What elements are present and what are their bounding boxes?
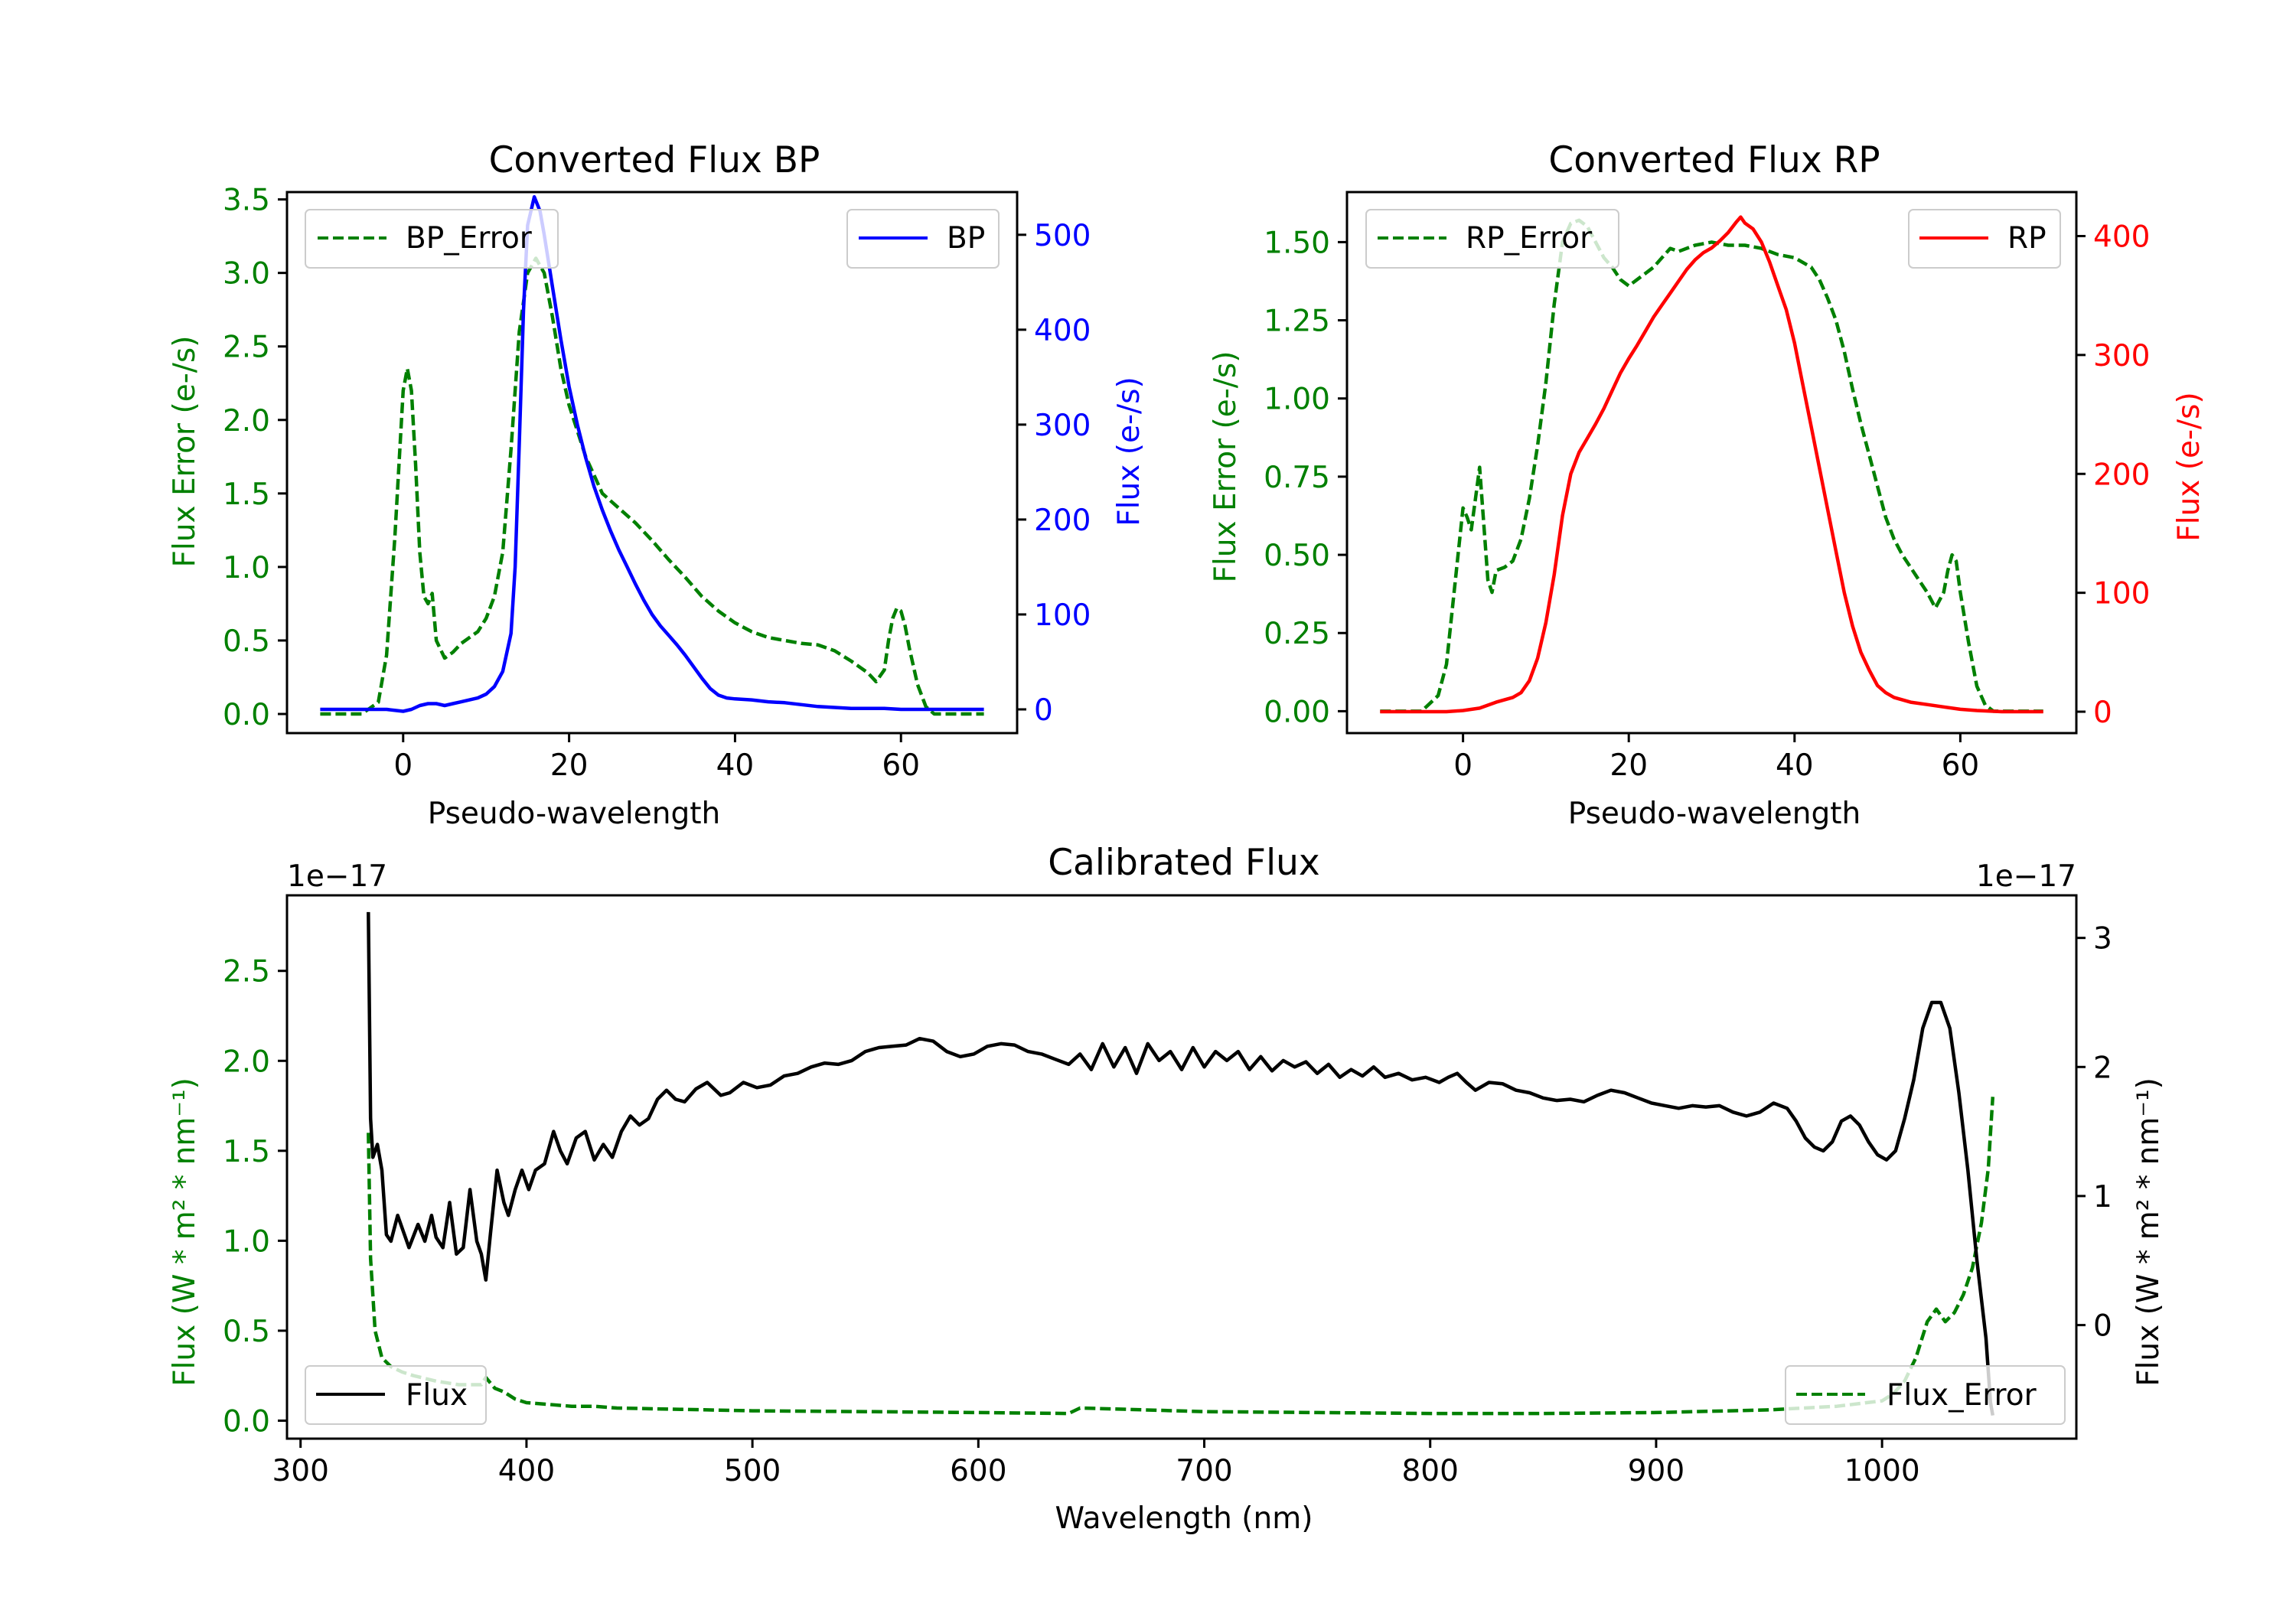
left-axis-label: Flux (W * m² * nm⁻¹) xyxy=(168,1077,202,1387)
left-y-tick-label: 1.0 xyxy=(223,1224,270,1259)
left-y-tick-label: 0.0 xyxy=(223,1404,270,1439)
left-y-tick-label: 1.25 xyxy=(1264,305,1330,339)
left-y-tick-label: 0.00 xyxy=(1264,695,1330,729)
right-y-tick-label: 0 xyxy=(2093,1309,2112,1344)
left-offset-text: 1e−17 xyxy=(287,859,387,894)
chart-converted-flux-rp: Converted Flux RP 0 20 40 60 0.00 0.25 0.50 0.7… xyxy=(1208,139,2206,831)
x-tick-label: 1000 xyxy=(1844,1454,1919,1488)
x-tick-label: 20 xyxy=(550,748,589,783)
right-y-tick-label: 200 xyxy=(2093,458,2150,492)
plot-area: 300 400 500 600 700 800 900 1000 0.0 0.5 1.0 1.5 2.0… xyxy=(223,894,2112,1488)
right-y-tick-label: 200 xyxy=(1034,504,1091,538)
x-axis-label: Wavelength (nm) xyxy=(1055,1501,1313,1536)
right-y-tick-label: 100 xyxy=(1034,598,1091,633)
chart-calibrated-flux: Calibrated Flux 1e−17 1e−17 300 400 500 600… xyxy=(168,842,2166,1536)
x-tick-label: 0 xyxy=(393,748,413,783)
legend-box xyxy=(305,1365,487,1425)
left-y-tick-label: 2.5 xyxy=(223,955,270,989)
series-line-rp xyxy=(1380,215,2043,714)
legend-left: BP_Error xyxy=(305,209,559,269)
legend-label-rp-error: RP_Error xyxy=(1466,221,1593,256)
legend-right: BP xyxy=(846,209,1000,269)
x-tick-label: 0 xyxy=(1453,748,1473,783)
x-tick-label: 900 xyxy=(1628,1454,1684,1488)
legend-label-flux-error: Flux_Error xyxy=(1887,1378,2037,1413)
plot-area: 0 20 40 60 0.00 0.25 0.50 0.75 1.00 1.25 1.50 0 100 2… xyxy=(1264,191,2150,783)
right-axis-label: Flux (e-/s) xyxy=(2172,392,2206,541)
series-line-rp-error xyxy=(1380,218,2043,713)
legend-box xyxy=(305,209,559,269)
axes-frame xyxy=(1345,191,2078,735)
x-tick-label: 300 xyxy=(272,1454,328,1488)
x-axis-label: Pseudo-wavelength xyxy=(428,797,720,831)
x-axis-label: Pseudo-wavelength xyxy=(1568,797,1861,831)
x-tick-label: 600 xyxy=(950,1454,1006,1488)
legend-label-bp-error: BP_Error xyxy=(406,221,533,256)
chart-title: Converted Flux RP xyxy=(1548,139,1880,181)
x-tick-label: 700 xyxy=(1176,1454,1232,1488)
left-y-tick-label: 1.5 xyxy=(223,478,270,512)
left-y-tick-label: 1.0 xyxy=(223,551,270,585)
left-y-tick-label: 2.0 xyxy=(223,404,270,438)
left-y-tick-label: 3.0 xyxy=(223,257,270,292)
x-tick-label: 40 xyxy=(1776,748,1814,783)
left-y-tick-label: 2.0 xyxy=(223,1045,270,1079)
axes-frame xyxy=(285,894,2078,1440)
right-y-tick-label: 2 xyxy=(2093,1051,2112,1085)
series-line-bp xyxy=(320,194,984,713)
left-axis-label: Flux Error (e-/s) xyxy=(1208,351,1243,583)
legend-left: Flux xyxy=(305,1365,487,1425)
right-y-tick-label: 0 xyxy=(1034,693,1053,728)
chart-title: Calibrated Flux xyxy=(1048,842,1320,884)
legend-label-bp: BP xyxy=(947,221,985,256)
right-y-tick-label: 0 xyxy=(2093,696,2112,730)
legend-right: RP xyxy=(1908,209,2061,269)
legend-label-flux: Flux xyxy=(406,1378,468,1413)
x-tick-label: 400 xyxy=(498,1454,555,1488)
series-line-flux xyxy=(367,911,1995,1416)
right-y-tick-label: 500 xyxy=(1034,219,1091,253)
right-y-tick-label: 1 xyxy=(2093,1180,2112,1214)
legend-right: Flux_Error xyxy=(1785,1365,2066,1425)
right-y-tick-label: 300 xyxy=(2093,339,2150,373)
x-tick-label: 20 xyxy=(1609,748,1648,783)
left-y-tick-label: 0.0 xyxy=(223,698,270,732)
right-axis-label: Flux (W * m² * nm⁻¹) xyxy=(2131,1077,2166,1387)
axes-frame xyxy=(285,191,1019,735)
series-line-flux-error xyxy=(367,1097,1995,1416)
legend-box xyxy=(1365,209,1619,269)
left-y-tick-label: 2.5 xyxy=(223,331,270,365)
right-y-tick-label: 100 xyxy=(2093,577,2150,611)
left-y-tick-label: 0.50 xyxy=(1264,539,1330,573)
legend-label-rp: RP xyxy=(2007,221,2047,256)
left-y-tick-label: 1.00 xyxy=(1264,383,1330,417)
right-y-tick-label: 300 xyxy=(1034,409,1091,443)
left-y-tick-label: 0.5 xyxy=(223,624,270,659)
x-tick-label: 40 xyxy=(716,748,755,783)
x-tick-label: 60 xyxy=(882,748,920,783)
right-y-tick-label: 400 xyxy=(1034,314,1091,348)
x-tick-label: 800 xyxy=(1401,1454,1458,1488)
right-offset-text: 1e−17 xyxy=(1976,859,2076,894)
right-y-tick-label: 400 xyxy=(2093,220,2150,254)
plot-area: 0 20 40 60 0.0 0.5 1.0 1.5 2.0 2.5 3.0 3.5 0 100 200 30… xyxy=(223,184,1091,783)
left-y-tick-label: 0.75 xyxy=(1264,461,1330,495)
legend-box xyxy=(1785,1365,2066,1425)
left-axis-label: Flux Error (e-/s) xyxy=(168,336,202,568)
legend-left: RP_Error xyxy=(1365,209,1619,269)
left-y-tick-label: 1.50 xyxy=(1264,226,1330,260)
left-y-tick-label: 0.5 xyxy=(223,1315,270,1349)
left-y-tick-label: 1.5 xyxy=(223,1135,270,1169)
x-tick-label: 500 xyxy=(724,1454,781,1488)
chart-converted-flux-bp: Converted Flux BP 0 20 40 60 0.0 0.5 1.0 1.5 2.0… xyxy=(168,139,1146,831)
left-y-tick-label: 0.25 xyxy=(1264,617,1330,651)
x-tick-label: 60 xyxy=(1942,748,1980,783)
chart-title: Converted Flux BP xyxy=(489,139,820,181)
left-y-tick-label: 3.5 xyxy=(223,184,270,218)
right-axis-label: Flux (e-/s) xyxy=(1112,376,1146,526)
right-y-tick-label: 3 xyxy=(2093,922,2112,957)
